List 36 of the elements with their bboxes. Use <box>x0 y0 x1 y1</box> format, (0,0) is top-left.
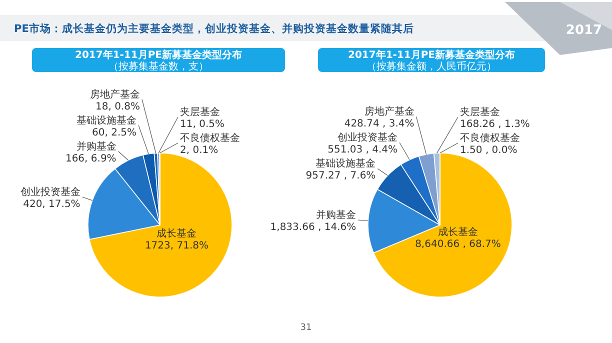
data-label: 1,833.66 , 14.6% <box>270 222 356 234</box>
text: PE市场：成长基金仍为主要基金类型，创业投资基金、并购投资基金数量紧随其后 <box>14 22 414 35</box>
text: 31 <box>300 323 312 333</box>
slice-label: 夹层基金 <box>460 106 500 118</box>
data-label: 1723, 71.8% <box>144 240 209 252</box>
chart-title: 2017年1-11月PE新募基金类型分布 <box>74 49 242 61</box>
slice-label: 不良债权基金 <box>460 132 520 144</box>
data-label: 8,640.66 , 68.7% <box>415 238 501 250</box>
slice-label: 创业投资基金 <box>338 132 398 144</box>
data-label: 957.27 , 7.6% <box>306 170 376 182</box>
text: 2017 <box>566 23 602 38</box>
slice-label: 夹层基金 <box>180 106 220 118</box>
slice-label: 房地产基金 <box>90 88 140 100</box>
slice-label: 并购基金 <box>76 140 116 152</box>
data-label: 2, 0.1% <box>180 145 218 156</box>
slice-label: 成长基金 <box>438 226 478 238</box>
data-label: 168.26 , 1.3% <box>460 119 530 130</box>
slice-label: 创业投资基金 <box>20 186 80 198</box>
chart-subtitle: （按募集基金数，支） <box>108 60 208 72</box>
data-label: 11, 0.5% <box>180 119 224 130</box>
slice-label: 不良债权基金 <box>180 132 240 144</box>
data-label: 18, 0.8% <box>96 101 140 112</box>
chart-title: 2017年1-11月PE新募基金类型分布 <box>348 49 516 61</box>
data-label: 551.03 , 4.4% <box>328 144 398 156</box>
data-label: 60, 2.5% <box>92 127 137 138</box>
chart-subtitle: （按募集金额，人民币亿元） <box>366 60 496 72</box>
slice-label: 房地产基金 <box>364 106 414 118</box>
data-label: 166, 6.9% <box>65 153 116 164</box>
pie-slice <box>89 152 232 298</box>
slice-label: 并购基金 <box>316 209 356 222</box>
slice-label: 基础设施基金 <box>316 158 376 170</box>
data-label: 428.74 , 3.4% <box>344 118 414 130</box>
data-label: 420, 17.5% <box>23 199 80 210</box>
data-label: 1.50 , 0.0% <box>460 145 518 156</box>
slice-label: 成长基金 <box>156 228 197 240</box>
slice-label: 基础设施基金 <box>76 114 137 126</box>
